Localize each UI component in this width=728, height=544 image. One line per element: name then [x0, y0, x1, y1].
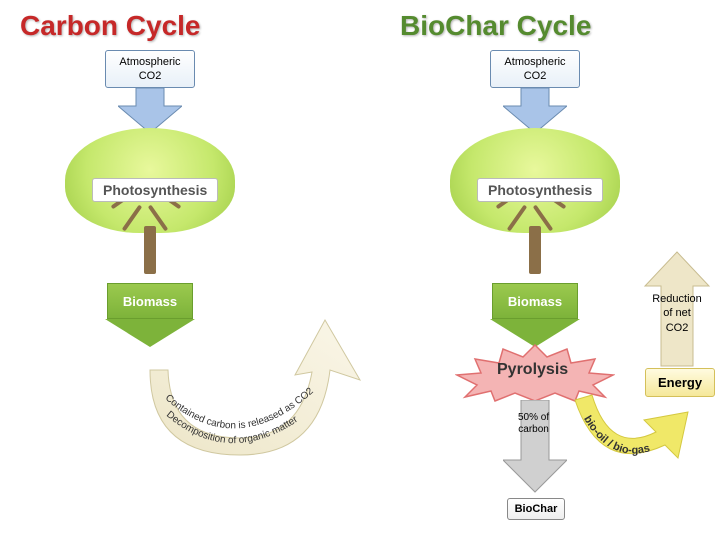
atmos-co2-left: Atmospheric CO2	[105, 50, 195, 88]
tree-right	[445, 128, 625, 278]
decomposition-curve-arrow: Decomposition of organic matter Containe…	[100, 310, 370, 480]
down-arrow-left	[118, 88, 182, 133]
atmos-co2-right: Atmospheric CO2	[490, 50, 580, 88]
biochar-box: BioChar	[507, 498, 565, 520]
pyrolysis-label: Pyrolysis	[497, 361, 568, 379]
down-arrow-right	[503, 88, 567, 133]
carbon-cycle-title: Carbon Cycle	[20, 10, 201, 42]
energy-box: Energy	[645, 368, 715, 397]
pct-carbon-label: 50% of carbon	[518, 412, 549, 436]
biomass-arrow-right: Biomass	[490, 283, 580, 348]
biochar-cycle-title: BioChar Cycle	[400, 10, 591, 42]
tree-left	[60, 128, 240, 278]
photosynthesis-left: Photosynthesis	[92, 178, 218, 202]
photosynthesis-right: Photosynthesis	[477, 178, 603, 202]
reduction-label: Reduction of net CO2	[647, 292, 707, 335]
